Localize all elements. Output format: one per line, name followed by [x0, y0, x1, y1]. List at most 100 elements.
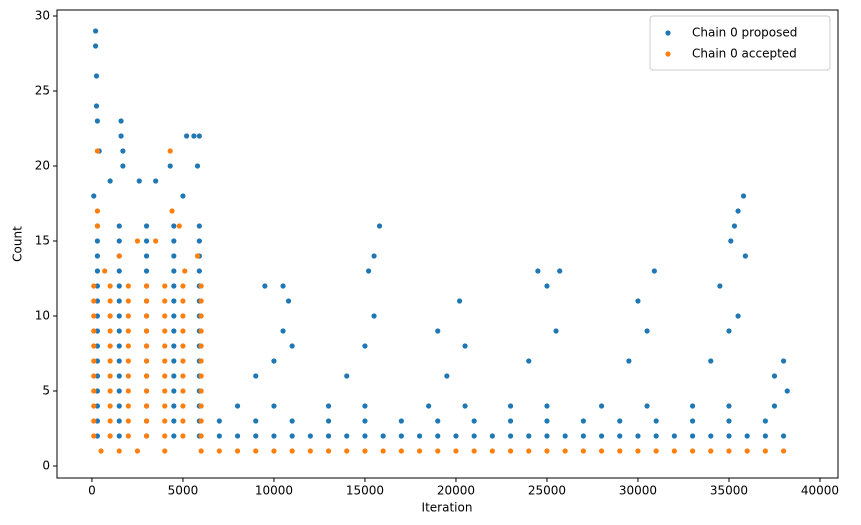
point — [462, 343, 468, 349]
point — [780, 358, 787, 364]
point — [171, 388, 177, 394]
point — [91, 358, 97, 364]
point — [325, 418, 332, 424]
y-tick-label: 15 — [35, 234, 50, 248]
point — [708, 448, 714, 454]
point — [526, 448, 532, 454]
point — [167, 163, 173, 169]
point — [116, 373, 122, 379]
point — [94, 373, 101, 379]
point — [371, 253, 377, 259]
point — [444, 373, 450, 379]
point — [125, 343, 131, 349]
point — [94, 208, 101, 214]
point — [653, 418, 659, 424]
point — [94, 148, 101, 154]
point — [180, 433, 186, 439]
point — [635, 298, 641, 304]
point — [234, 403, 241, 409]
point — [457, 298, 463, 304]
point — [120, 163, 126, 169]
point — [143, 358, 150, 364]
point — [507, 403, 514, 409]
point — [91, 298, 97, 304]
point — [371, 313, 377, 319]
point — [98, 448, 104, 454]
point — [134, 448, 141, 454]
point — [462, 403, 468, 409]
point — [580, 433, 586, 439]
point — [398, 448, 404, 454]
point — [651, 268, 657, 274]
point — [708, 433, 714, 439]
point — [116, 238, 122, 244]
point — [143, 313, 150, 319]
point — [689, 433, 696, 439]
point — [489, 448, 495, 454]
point — [125, 313, 131, 319]
point — [116, 343, 122, 349]
x-tick-label: 5000 — [168, 484, 199, 498]
point — [94, 298, 101, 304]
point — [325, 433, 332, 439]
point — [125, 328, 131, 334]
point — [671, 448, 677, 454]
point — [91, 403, 97, 409]
point — [271, 433, 277, 439]
point — [116, 448, 122, 454]
point — [216, 448, 222, 454]
point — [116, 313, 122, 319]
point — [143, 403, 150, 409]
point — [180, 418, 186, 424]
point — [280, 283, 286, 289]
point — [171, 433, 177, 439]
point — [162, 418, 168, 424]
point — [325, 403, 332, 409]
point — [143, 253, 150, 259]
point — [93, 73, 100, 79]
point — [344, 373, 350, 379]
point — [171, 283, 177, 289]
point — [94, 358, 101, 364]
point — [107, 283, 113, 289]
point — [182, 268, 188, 274]
point — [426, 403, 432, 409]
point — [94, 313, 101, 319]
point — [92, 43, 99, 49]
point — [289, 433, 295, 439]
point — [726, 433, 732, 439]
point — [91, 283, 97, 289]
point — [671, 433, 677, 439]
point — [194, 253, 201, 259]
point — [143, 298, 150, 304]
point — [167, 148, 173, 154]
point — [762, 448, 768, 454]
point — [107, 388, 113, 394]
y-tick-label: 0 — [42, 459, 50, 473]
point — [271, 358, 277, 364]
point — [116, 418, 122, 424]
point — [94, 433, 101, 439]
point — [198, 433, 204, 439]
point — [107, 313, 113, 319]
point — [344, 433, 350, 439]
point — [526, 358, 532, 364]
x-axis-label: Iteration — [422, 501, 473, 515]
y-tick-label: 10 — [35, 309, 50, 323]
point — [507, 418, 514, 424]
point — [689, 403, 696, 409]
point — [116, 358, 122, 364]
point — [125, 433, 131, 439]
point — [198, 358, 204, 364]
point — [771, 403, 778, 409]
point — [180, 388, 186, 394]
point — [94, 403, 101, 409]
point — [617, 433, 623, 439]
point — [234, 448, 241, 454]
point — [435, 328, 441, 334]
point — [198, 403, 204, 409]
legend-marker — [665, 30, 671, 36]
point — [726, 328, 732, 334]
point — [726, 448, 732, 454]
point — [416, 433, 423, 439]
